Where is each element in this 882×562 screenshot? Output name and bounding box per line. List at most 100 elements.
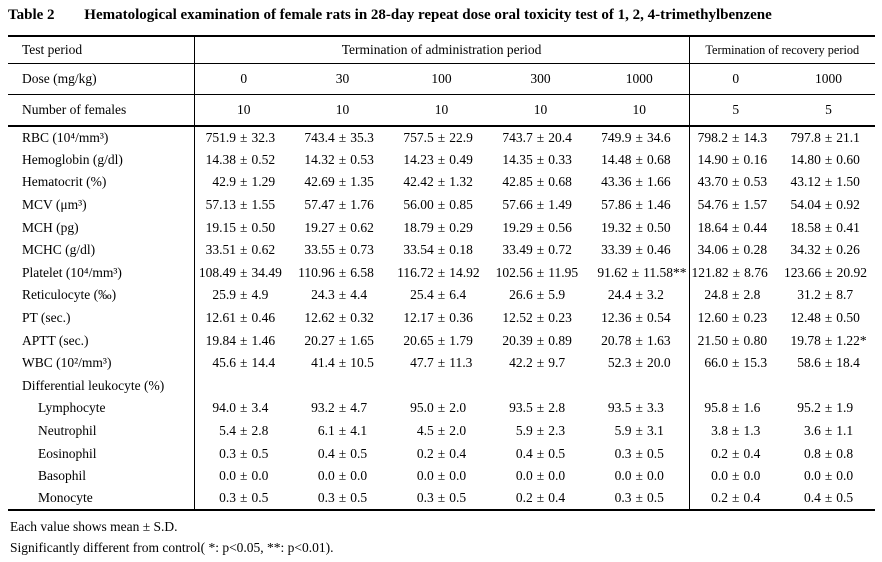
value-cell: 33.55 ±0.73 (304, 242, 374, 258)
value-cell: 12.48 ±0.50 (790, 310, 860, 326)
value-cell: 0.2 ±0.4 (711, 445, 761, 461)
empty-cell (689, 375, 875, 398)
header-row-females: Number of females 10 10 10 10 10 5 5 (8, 94, 876, 127)
value-cell: 0.0 ±0.0 (416, 468, 467, 484)
row-label: Hematocrit (%) (8, 171, 195, 194)
footnote-mean-sd: Each value shows mean ± S.D. (10, 519, 178, 535)
row-label: PT (sec.) (8, 306, 195, 330)
value-cell: 12.17 ±0.36 (403, 310, 473, 326)
row-label: MCHC (g/dl) (8, 238, 195, 262)
row-label: Monocyte (8, 487, 195, 511)
value-cell: 6.1 ±4.1 (317, 423, 368, 439)
value-cell: 18.64 ±0.44 (697, 219, 768, 235)
table-row: Eosinophil 0.3 ±0.5 0.4 ±0.5 0.2 ±0.4 0.4 ±0.5 0.… (8, 442, 875, 465)
value-cell: 14.35 ±0.33 (502, 151, 572, 167)
dose-value: 1000 (590, 63, 690, 95)
value-cell: 749.9 ±34.6 (590, 126, 690, 149)
value-cell: 54.04 ±0.92 (790, 197, 860, 213)
value-cell: 47.7 ±11.3 (410, 355, 473, 371)
value-cell: 14.80 ±0.60 (790, 151, 860, 167)
value-cell: 19.84 ±1.46 (205, 332, 276, 348)
value-cell: 108.49 ±34.49 (198, 264, 282, 280)
empty-cell (194, 374, 690, 398)
females-value: 5 (689, 94, 783, 127)
value-cell: 14.90 ±0.16 (697, 151, 768, 167)
row-label: Reticulocyte (‰) (8, 284, 195, 307)
value-cell: 0.0 ±0.0 (515, 468, 566, 484)
test-period-header: Test period (8, 36, 195, 64)
value-cell: 43.12 ±1.50 (790, 174, 860, 190)
table-row: Reticulocyte (‰) 25.9 ±4.9 24.3 ±4.4 25.4 ±6.4… (8, 284, 875, 307)
value-cell: 33.49 ±0.72 (502, 242, 572, 258)
dose-value: 1000 (782, 63, 876, 95)
value-cell: 19.78 ±1.22* (790, 332, 867, 348)
value-cell: 757.5 ±22.9 (403, 129, 473, 145)
table-row: Hemoglobin (g/dl) 14.38 ±0.52 14.32 ±0.53 14.… (8, 148, 875, 172)
value-cell: 12.36 ±0.54 (590, 306, 690, 330)
value-cell: 743.4 ±35.3 (304, 129, 374, 145)
value-cell: 94.0 ±3.4 (212, 400, 269, 416)
table-row: Differential leukocyte (%) (8, 374, 875, 398)
value-cell: 54.76 ±1.57 (697, 197, 768, 213)
value-cell: 57.13 ±1.55 (205, 197, 276, 213)
value-cell: 41.4 ±10.5 (311, 355, 374, 371)
value-cell: 33.51 ±0.62 (205, 242, 276, 258)
value-cell: 45.6 ±14.4 (212, 355, 276, 371)
value-cell: 31.2 ±8.7 (797, 287, 854, 303)
value-cell: 0.2 ±0.4 (416, 445, 467, 461)
females-value: 10 (293, 94, 392, 127)
row-label: Eosinophil (8, 442, 195, 465)
footnotes: Each value shows mean ± S.D. Significant… (8, 511, 875, 559)
females-value: 5 (782, 94, 876, 127)
value-cell: 5.9 ±3.1 (590, 419, 690, 443)
row-label: RBC (10⁴/mm³) (8, 126, 195, 149)
value-cell: 66.0 ±15.3 (704, 355, 768, 371)
table-row: Hematocrit (%) 42.9 ±1.29 42.69 ±1.35 42.42 ±1… (8, 171, 875, 194)
value-cell: 20.39 ±0.89 (502, 332, 572, 348)
value-cell: 14.48 ±0.68 (590, 148, 690, 172)
value-cell: 95.8 ±1.6 (704, 400, 761, 416)
row-label: Platelet (10⁴/mm³) (8, 261, 195, 285)
value-cell: 19.27 ±0.62 (304, 219, 374, 235)
table-row: MCH (pg) 19.15 ±0.50 19.27 ±0.62 18.79 ±0.29 19… (8, 216, 875, 239)
value-cell: 116.72 ±14.92 (397, 264, 480, 280)
value-cell: 42.9 ±1.29 (212, 174, 276, 190)
value-cell: 34.32 ±0.26 (790, 242, 860, 258)
value-cell: 57.47 ±1.76 (304, 197, 374, 213)
table-row: MCHC (g/dl) 33.51 ±0.62 33.55 ±0.73 33.54 ±0.1… (8, 238, 875, 262)
value-cell: 123.66 ±20.92 (784, 264, 867, 280)
row-label: MCH (pg) (8, 216, 195, 239)
table-caption: Hematological examination of female rats… (84, 7, 772, 23)
row-label: Basophil (8, 464, 195, 488)
females-value: 10 (590, 94, 690, 127)
table-row: Neutrophil 5.4 ±2.8 6.1 ±4.1 4.5 ±2.0 5.9 ±2.3 5.… (8, 419, 875, 443)
value-cell: 33.54 ±0.18 (403, 242, 473, 258)
table-row: Platelet (10⁴/mm³) 108.49 ±34.49 110.96 ±6.5… (8, 261, 875, 285)
row-label: WBC (10²/mm³) (8, 351, 195, 375)
table-row: Basophil 0.0 ±0.0 0.0 ±0.0 0.0 ±0.0 0.0 ±0.0 0.0 ±… (8, 464, 875, 488)
value-cell: 52.3 ±20.0 (590, 351, 690, 375)
dose-value: 300 (491, 63, 590, 95)
value-cell: 25.9 ±4.9 (212, 287, 269, 303)
value-cell: 5.4 ±2.8 (219, 423, 269, 439)
value-cell: 34.06 ±0.28 (697, 242, 768, 258)
value-cell: 0.0 ±0.0 (711, 468, 761, 484)
value-cell: 24.4 ±3.2 (590, 284, 690, 307)
value-cell: 42.69 ±1.35 (304, 174, 374, 190)
value-cell: 21.50 ±0.80 (697, 332, 768, 348)
value-cell: 12.52 ±0.23 (502, 310, 572, 326)
value-cell: 18.79 ±0.29 (403, 219, 473, 235)
value-cell: 0.3 ±0.5 (317, 490, 368, 506)
header-row-dose: Dose (mg/kg) 0 30 100 300 1000 0 1000 (8, 63, 876, 95)
table-title: Table 2 Hematological examination of fem… (8, 4, 875, 35)
value-cell: 26.6 ±5.9 (509, 287, 566, 303)
value-cell: 20.65 ±1.79 (403, 332, 473, 348)
value-cell: 0.0 ±0.0 (590, 464, 690, 488)
hematology-table: Test period Termination of administratio… (8, 35, 876, 512)
value-cell: 57.66 ±1.49 (502, 197, 572, 213)
table-row: PT (sec.) 12.61 ±0.46 12.62 ±0.32 12.17 ±0.36 1… (8, 306, 875, 330)
value-cell: 95.2 ±1.9 (797, 400, 854, 416)
table-row: WBC (10²/mm³) 45.6 ±14.4 41.4 ±10.5 47.7 ±11.3… (8, 351, 875, 375)
value-cell: 0.3 ±0.5 (590, 487, 690, 511)
value-cell: 0.3 ±0.5 (416, 490, 467, 506)
